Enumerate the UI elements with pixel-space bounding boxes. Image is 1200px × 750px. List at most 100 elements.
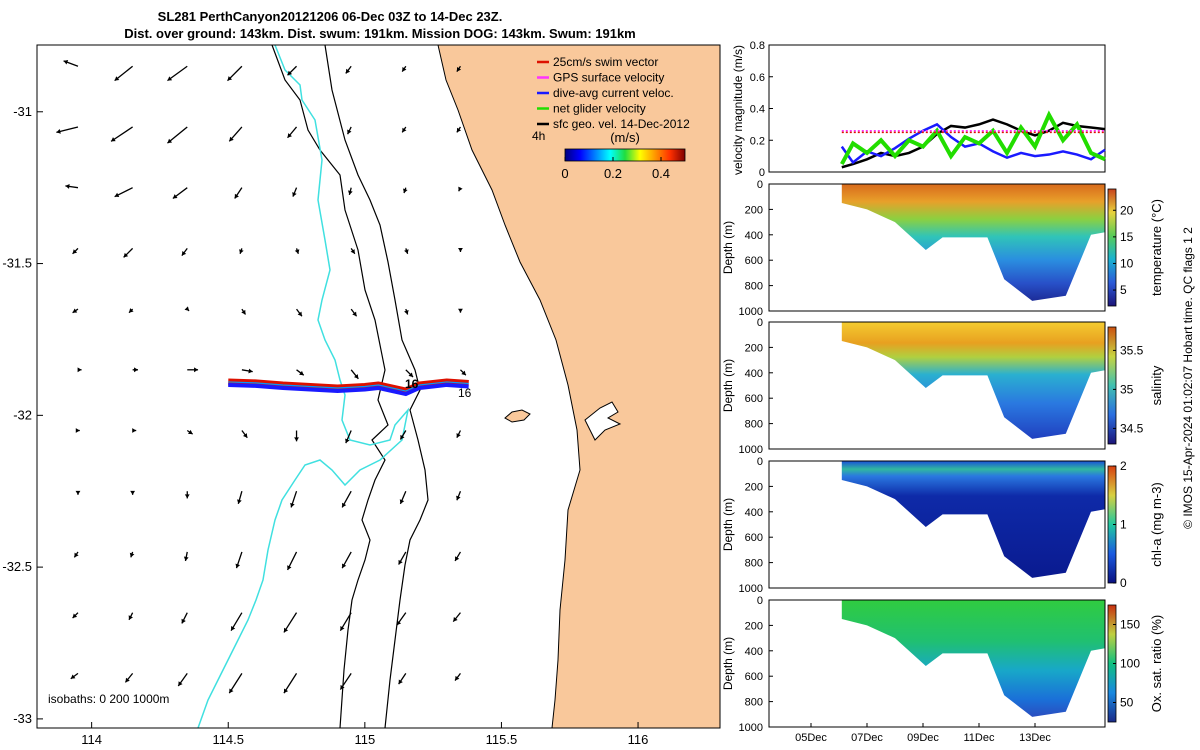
legend-entry: 25cm/s swim vector [553,55,658,69]
geostrophic-vector [167,126,188,144]
colorbar-label: (m/s) [610,130,640,145]
map-ytick-label: -32.5 [2,559,32,574]
depth-axis-label: Depth (m) [721,221,735,274]
depth-tick-label: 0 [757,456,763,468]
profile-colorbar [1107,188,1117,307]
geostrophic-vector-head [181,618,186,624]
profile-section-fill [841,322,1105,439]
geostrophic-vector-head [458,308,463,313]
depth-tick-label: 0 [757,179,763,191]
geostrophic-vector-head [348,190,353,195]
depth-axis-label: Depth (m) [721,359,735,412]
geostrophic-vector-head [292,192,297,197]
geostrophic-vector-head [239,249,244,254]
geostrophic-vector-head [181,250,187,256]
geostrophic-vector-head [130,490,136,495]
geostrophic-vector-head [129,308,134,313]
geostrophic-vector-head [77,367,82,373]
geostrophic-vector-head [408,372,414,378]
geostrophic-vector-head [396,620,402,626]
geostrophic-vector-head [132,428,137,433]
date-tick-label: 11Dec [964,732,995,744]
geostrophic-vector-head [123,252,129,258]
geostrophic-vector-head [111,137,116,142]
geostrophic-vector-head [75,428,80,433]
map-ytick-label: -33 [13,711,32,726]
legend-entry: GPS surface velocity [553,71,664,85]
map-frame [36,44,721,729]
date-tick-label: 05Dec [795,732,827,744]
credit-line: © IMOS 15-Apr-2024 01:02:07 Hobart time.… [1181,227,1195,529]
geostrophic-vector-head [342,563,347,569]
geostrophic-vector-head [456,127,462,133]
velocity-ytick-label: 0.2 [750,135,765,147]
profile-colorbar-tick-label: 0 [1120,576,1127,590]
geostrophic-vector-head [342,502,347,508]
geostrophic-vector-head [287,565,292,570]
geostrophic-vector-head [455,675,460,681]
geostrophic-vector-head [290,502,295,508]
day-label: 16 [458,386,472,400]
profile-axes-frame [768,321,1106,450]
isobath-label: isobaths: 0 200 1000m [48,692,169,706]
depth-tick-label: 600 [745,532,763,544]
geostrophic-vector-head [404,249,409,254]
geostrophic-vector-head [72,308,78,313]
depth-tick-label: 400 [745,368,763,380]
colorbar-tick-label: 0.4 [652,166,670,181]
velocity-series-line [840,110,1106,166]
colorbar-corner-label: 4h [532,129,545,143]
coastline [437,44,581,729]
velocity-ytick-label: 0.4 [750,104,765,116]
day-label: 16 [405,377,419,391]
geostrophic-vector-head [65,184,70,189]
legend-entry: net glider velocity [553,102,646,116]
geostrophic-vector-head [345,438,350,444]
chart-title-line2: Dist. over ground: 143km. Dist. swum: 19… [124,26,636,41]
geostrophic-vector-head [283,688,289,694]
date-tick-label: 09Dec [907,732,939,744]
map-ytick-label: -31 [13,104,32,119]
geostrophic-vector-head [56,129,61,134]
depth-tick-label: 200 [745,620,763,632]
geostrophic-vector-head [231,625,236,631]
geostrophic-vector-head [237,499,242,504]
depth-tick-label: 800 [745,281,763,293]
geostrophic-vector-head [234,193,239,199]
glider-trajectory [228,381,469,392]
profile-axes-frame [768,599,1106,728]
depth-tick-label: 400 [745,507,763,519]
geostrophic-vector-head [404,309,409,315]
depth-tick-label: 0 [757,595,763,607]
geostrophic-vector-head [184,306,190,311]
velocity-ytick-label: 0.8 [750,40,765,52]
velocity-ytick-label: 0 [759,167,765,179]
geostrophic-vector-head [188,429,193,435]
rottnest-island [504,409,531,423]
depth-axis-label: Depth (m) [721,498,735,551]
profile-axes-frame [768,183,1106,312]
velocity-series-line [840,122,1106,165]
geostrophic-vector-head [458,247,463,252]
geostrophic-vector-head [75,490,81,495]
profile-colorbar-tick-label: 20 [1120,203,1134,217]
geostrophic-vector-head [399,499,405,504]
depth-tick-label: 600 [745,671,763,683]
geostrophic-vector-head [456,433,461,438]
profile-colorbar-tick-label: 50 [1120,696,1134,710]
geostrophic-vector-head [229,136,234,142]
depth-tick-label: 600 [745,255,763,267]
velocity-ylabel: velocity magnitude (m/s) [731,45,745,175]
velocity-axes [768,44,1106,173]
depth-tick-label: 400 [745,230,763,242]
geostrophic-vector-head [287,133,292,138]
map-ytick-label: -32 [13,407,32,422]
estuary [584,401,622,441]
legend-entry: sfc geo. vel. 14-Dec-2012 [553,117,690,131]
geostrophic-vector-head [294,437,299,442]
profile-colorbar-tick-label: 150 [1120,618,1140,632]
velocity-ytick-label: 0.6 [750,72,765,84]
geostrophic-vector [110,126,133,142]
geostrophic-vector-head [134,367,139,373]
